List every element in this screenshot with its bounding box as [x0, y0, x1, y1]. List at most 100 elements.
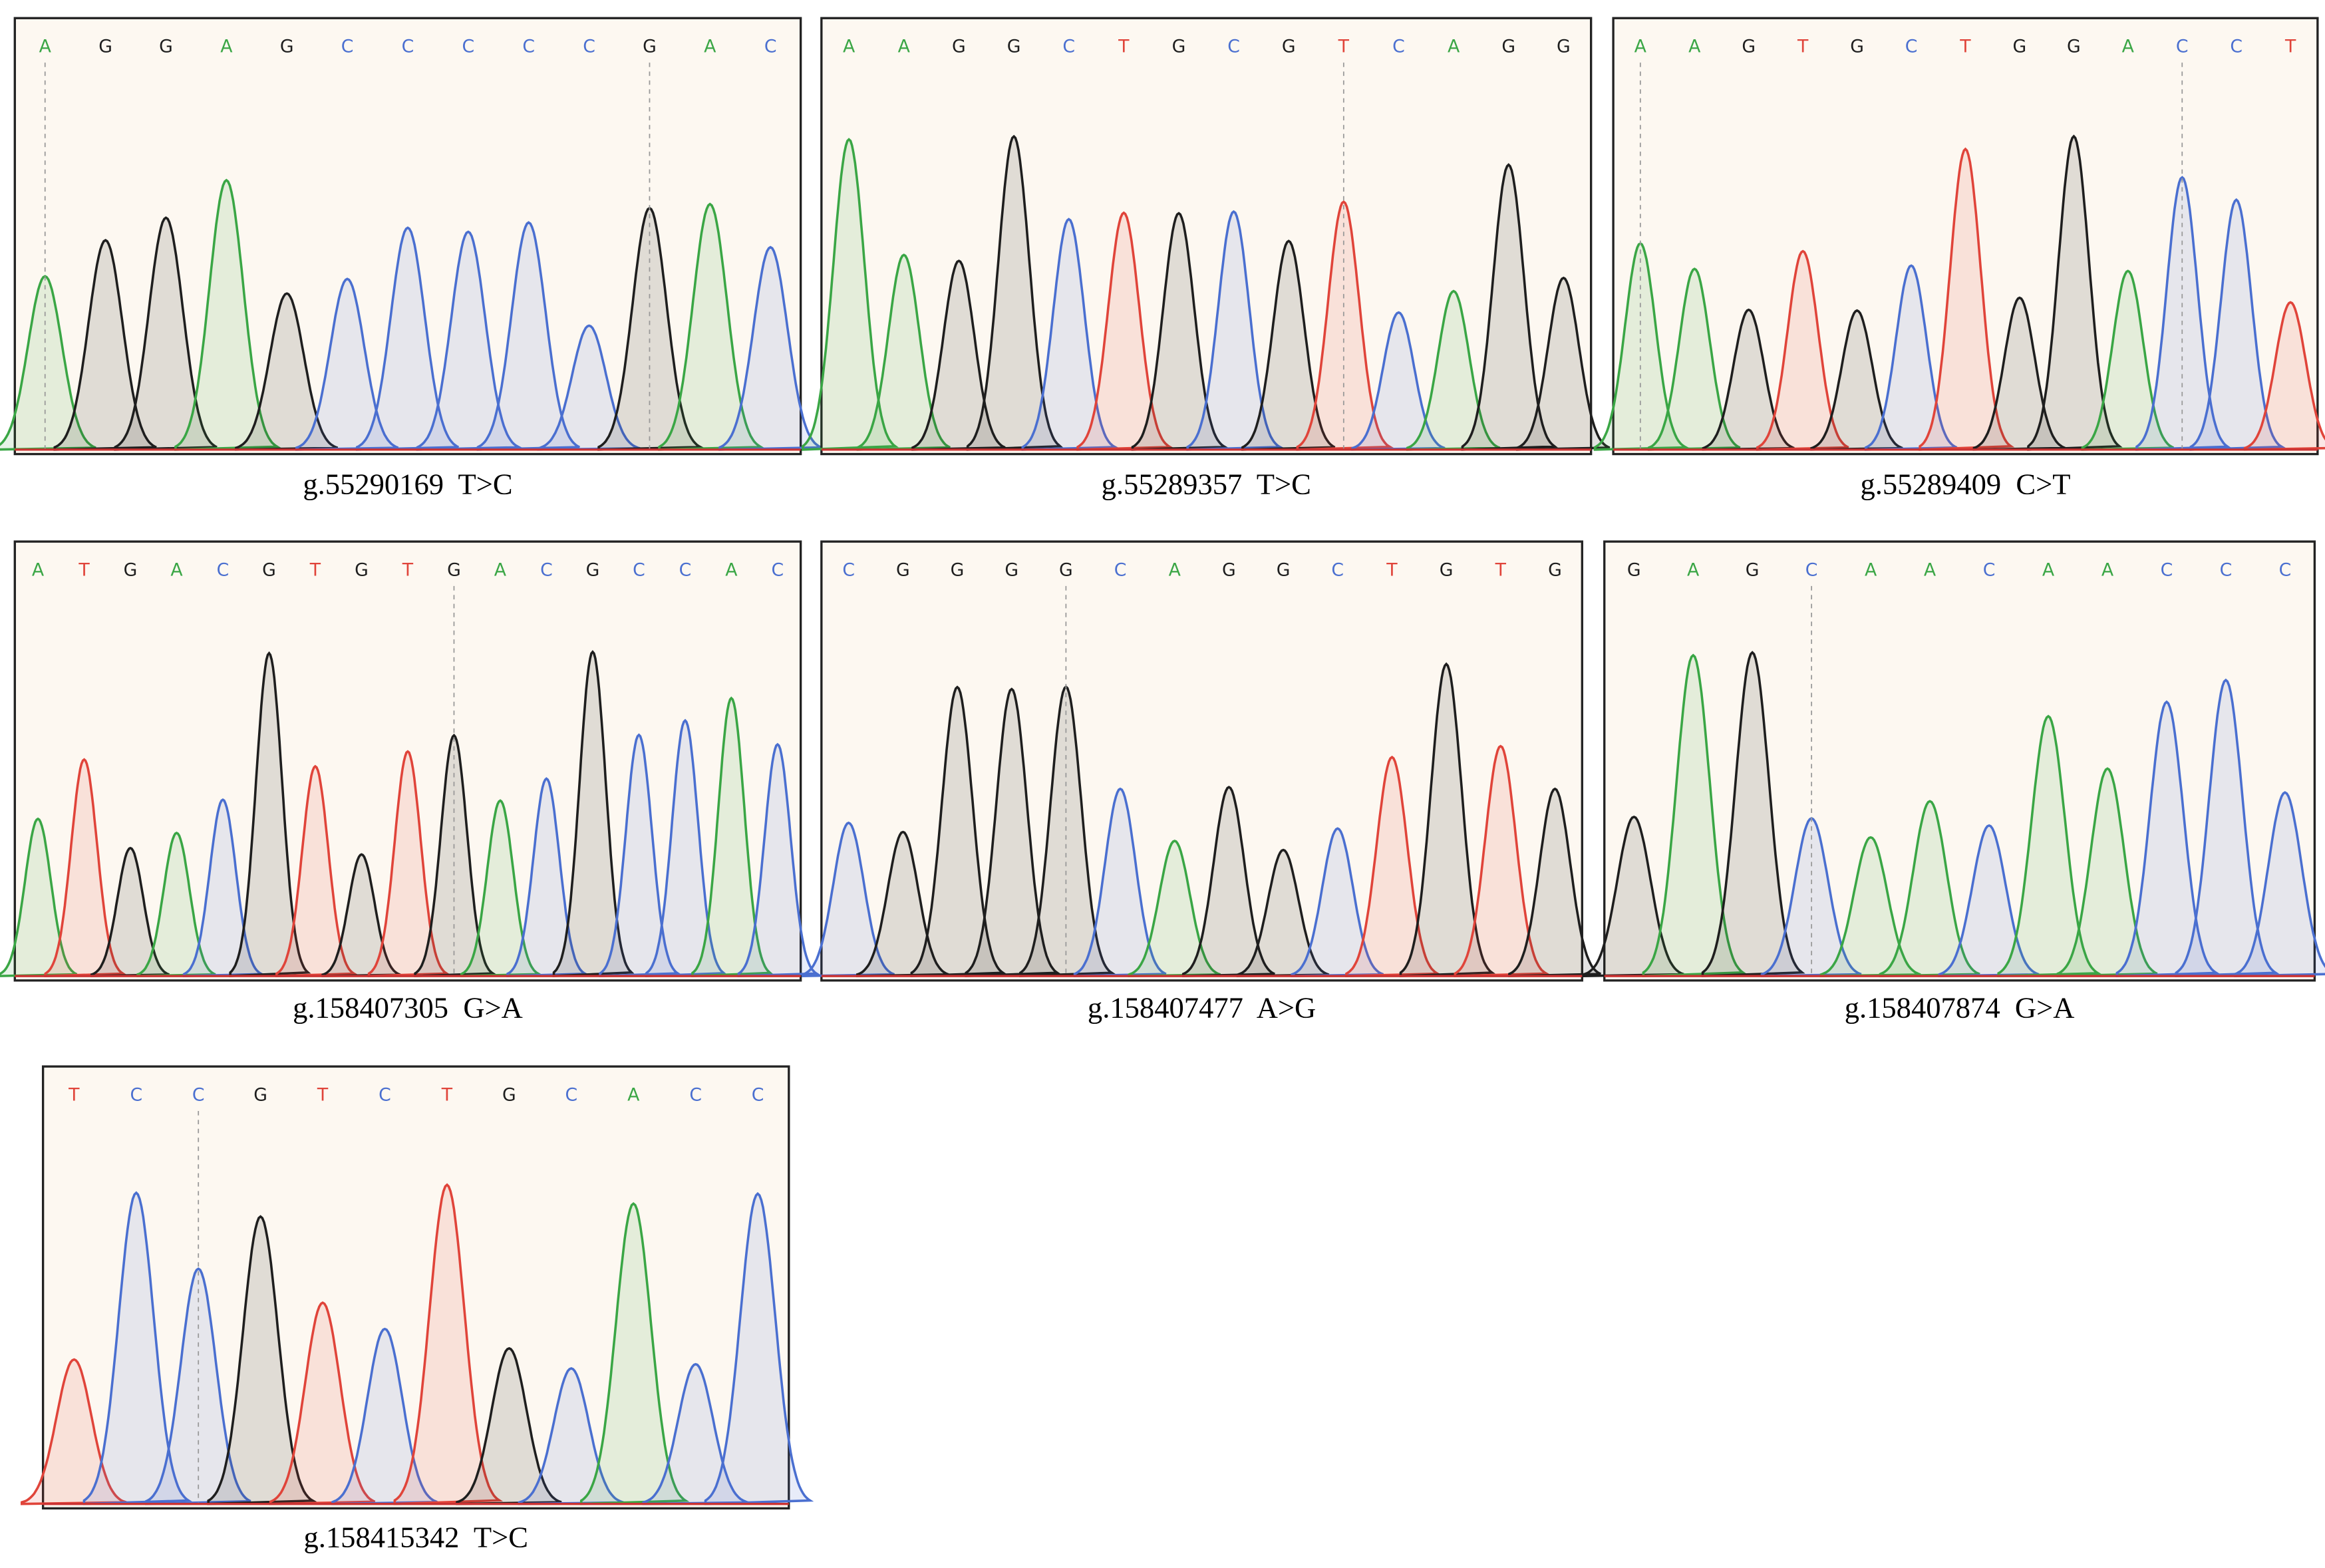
base-call: A — [704, 37, 716, 57]
trace-peak — [704, 1191, 814, 1505]
trace-peak — [1701, 651, 1805, 977]
base-call: C — [1392, 37, 1405, 57]
trace-peak — [579, 1201, 690, 1505]
trace-peak — [1508, 787, 1601, 977]
trace-peak — [331, 1327, 438, 1505]
base-call: A — [2042, 559, 2055, 580]
trace-peak — [53, 239, 157, 451]
chromatogram-panel: A G G A G C C C C C G A Cg.55290169 T>C — [0, 17, 822, 501]
base-call: G — [262, 559, 276, 580]
base-call: C — [1062, 37, 1075, 57]
trace-peak — [1296, 200, 1394, 451]
trace-peak — [1516, 276, 1611, 451]
trace-peak — [114, 216, 218, 451]
base-call: C — [192, 1084, 205, 1105]
trace-peak — [718, 245, 822, 451]
base-call: A — [170, 559, 183, 580]
base-call: A — [627, 1084, 640, 1105]
base-call: T — [68, 1084, 80, 1105]
trace-peak — [1128, 840, 1221, 977]
base-call: G — [1501, 37, 1515, 57]
base-call: G — [586, 559, 600, 580]
chromatogram-panel: A A G G C T G C G T C A G Gg.55289357 T>C — [801, 17, 1611, 501]
base-call: A — [1687, 559, 1700, 580]
base-call: C — [462, 37, 474, 57]
base-call: G — [643, 37, 657, 57]
base-call: C — [522, 37, 535, 57]
trace-peak — [910, 685, 1007, 977]
base-call: G — [1222, 559, 1236, 580]
trace-peak — [1241, 239, 1336, 451]
trace-peak — [1345, 755, 1442, 977]
panel-frame — [13, 540, 802, 982]
trace-peak — [1076, 211, 1174, 451]
trace-peak — [275, 764, 359, 977]
trace-peak — [2175, 678, 2280, 977]
trace-peak — [1351, 311, 1446, 451]
trace-peak — [355, 226, 459, 451]
base-call: G — [280, 37, 294, 57]
trace-peak — [599, 733, 682, 977]
base-call: G — [1277, 559, 1291, 580]
trace-peak — [460, 799, 543, 977]
trace-peak — [1756, 249, 1849, 451]
base-call: G — [1005, 559, 1018, 580]
trace-peak — [737, 742, 820, 977]
chromatogram-panel: C G G G G C A G G C T G T Gg.158407477 A>G — [802, 540, 1601, 1024]
trace-peak — [1702, 308, 1795, 451]
base-call: T — [402, 559, 414, 580]
base-call: G — [1548, 559, 1562, 580]
base-call: C — [633, 559, 645, 580]
trace-peak — [2243, 301, 2325, 451]
base-call: A — [32, 559, 45, 580]
base-call: G — [502, 1084, 516, 1105]
trace-peak — [1864, 264, 1958, 451]
base-call: G — [1007, 37, 1021, 57]
panel-frame — [13, 17, 802, 456]
base-call: C — [689, 1084, 702, 1105]
trace-peak — [1997, 714, 2102, 977]
trace-peak — [966, 134, 1063, 451]
base-call: A — [39, 37, 52, 57]
trace-peak — [82, 1191, 192, 1505]
base-call: G — [1557, 37, 1571, 57]
trace-peak — [2234, 791, 2325, 977]
base-call: A — [725, 559, 738, 580]
base-call: T — [78, 559, 90, 580]
base-call: C — [1805, 559, 1818, 580]
trace-peak — [229, 651, 311, 978]
base-call: C — [752, 1084, 764, 1105]
trace-peak — [1406, 289, 1501, 451]
chromatogram-panel: G A G C A A C A A C C Cg.158407874 G>A — [1583, 540, 2325, 1024]
trace-peak — [802, 821, 895, 977]
base-call: G — [1059, 559, 1073, 580]
base-call: C — [2161, 559, 2173, 580]
panel-caption: g.55289409 C>T — [1860, 468, 2070, 501]
base-call: C — [341, 37, 354, 57]
base-call: C — [1331, 559, 1344, 580]
trace-peak — [1454, 744, 1551, 977]
base-call: A — [2101, 559, 2114, 580]
base-call: G — [1746, 559, 1760, 580]
chromatogram-panel: T C C G T C T G C A C Cg.158415342 T>C — [20, 1065, 814, 1553]
trace-peak — [207, 1215, 317, 1505]
trace-peak — [1642, 653, 1747, 977]
base-call: A — [1169, 559, 1181, 580]
base-call: A — [494, 559, 507, 580]
base-call: T — [1118, 37, 1130, 57]
base-call: A — [1924, 559, 1937, 580]
base-call: T — [441, 1084, 453, 1105]
trace-peak — [174, 178, 281, 451]
trace-peak — [1073, 787, 1167, 977]
trace-peak — [965, 687, 1061, 977]
panel-frame — [1612, 17, 2319, 456]
trace-peak — [235, 292, 339, 451]
trace-peak — [1399, 662, 1495, 978]
base-call: A — [220, 37, 233, 57]
panel-frame — [820, 540, 1583, 982]
base-call: C — [1227, 37, 1240, 57]
trace-peak — [367, 750, 450, 977]
base-call: C — [2220, 559, 2233, 580]
